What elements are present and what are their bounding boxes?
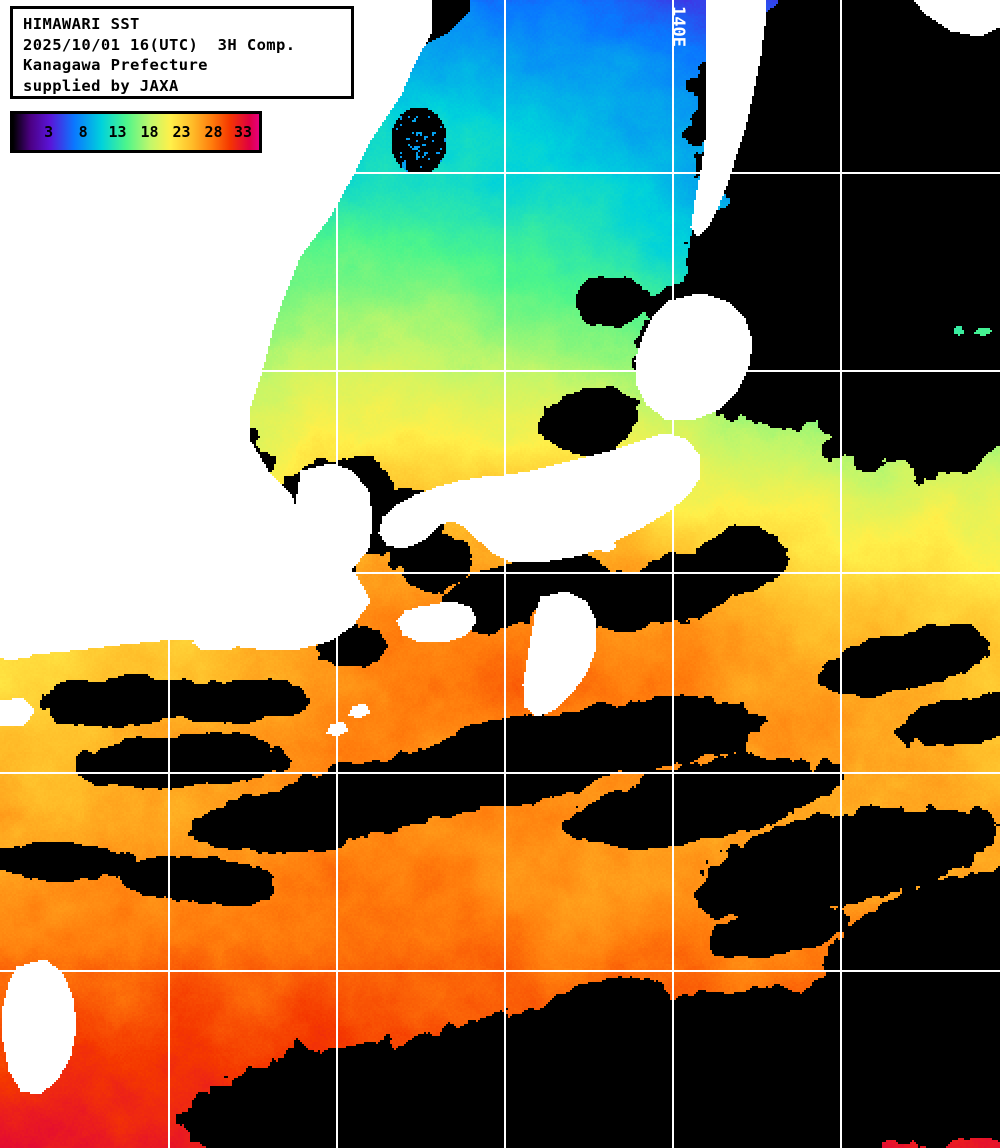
title-line-datetime: 2025/10/01 16(UTC) 3H Comp. <box>23 35 296 54</box>
colorbar-gradient <box>13 114 259 150</box>
title-line-product: HIMAWARI SST <box>23 15 140 33</box>
title-line-region: Kanagawa Prefecture <box>23 56 208 74</box>
colorbar: 3 8 13 18 23 28 33 <box>10 111 262 153</box>
title-line-supplier: supplied by JAXA <box>23 76 179 95</box>
title-box: HIMAWARI SST 2025/10/01 16(UTC) 3H Comp.… <box>10 6 354 99</box>
